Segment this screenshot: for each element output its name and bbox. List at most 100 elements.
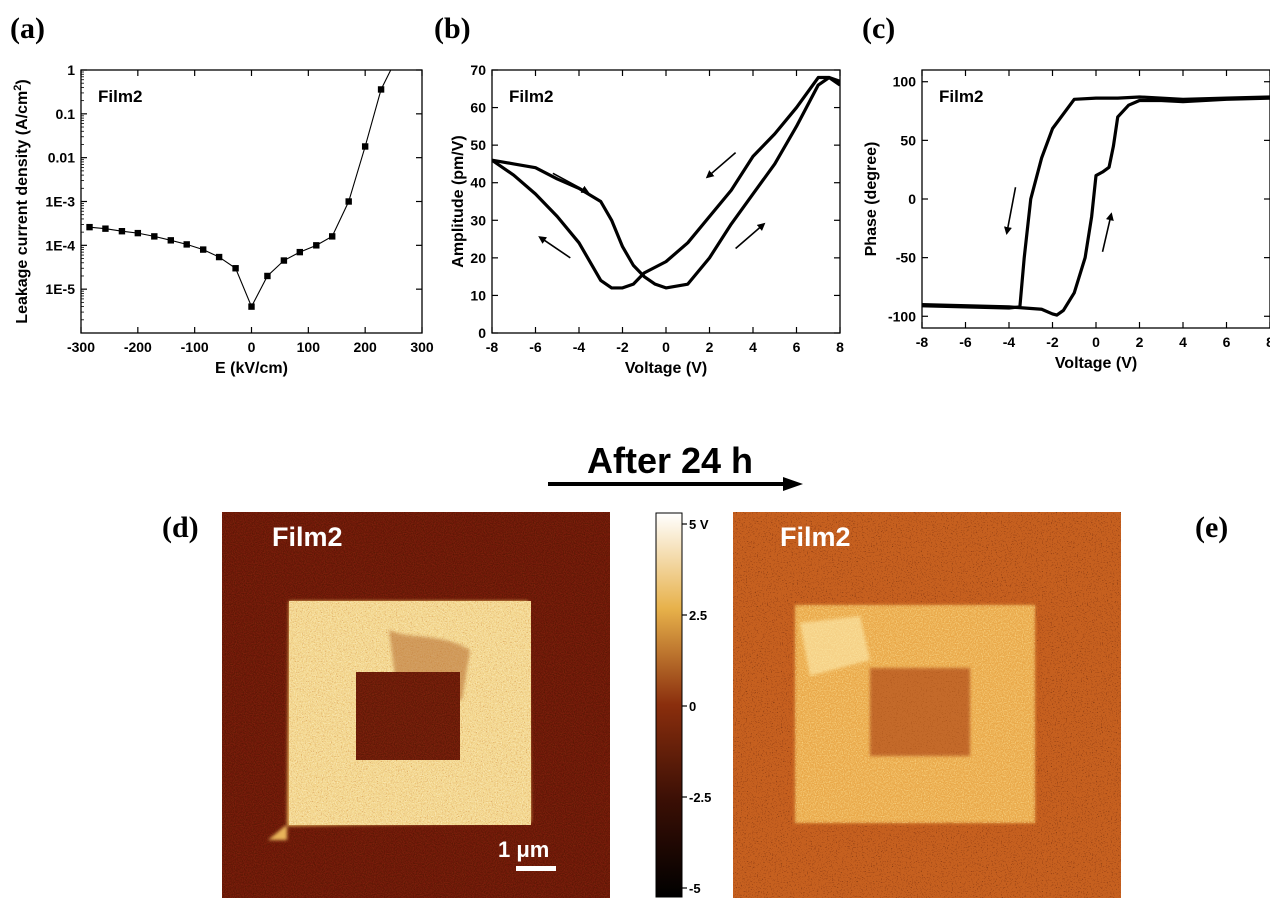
plot-frame — [80, 69, 423, 334]
pfm-map-e: Film2 — [733, 512, 1121, 898]
x-tick-label: -8 — [916, 334, 929, 350]
x-tick-label: 4 — [749, 339, 757, 355]
y-tick-label: 0.01 — [48, 150, 75, 166]
chart-c: -8 -6 -4 -2 0 2 4 6 8 -100 -50 0 50 100 Voltage (V) Pha… — [863, 69, 1270, 372]
sweep-arrow — [538, 236, 571, 259]
y-tick-label: -50 — [896, 250, 916, 266]
sweep-arrow — [1101, 212, 1114, 252]
leakage-point — [232, 265, 239, 272]
colorbar: 5 V 2.5 0 -2.5 -5 — [655, 512, 711, 898]
y-tick-label: 1 — [67, 62, 75, 78]
leakage-point — [183, 241, 190, 248]
y-tick-label: 40 — [470, 175, 486, 191]
film-annotation: Film2 — [509, 87, 553, 106]
x-tick-label: 0 — [1092, 334, 1100, 350]
panel-label-d: (d) — [162, 511, 199, 544]
sweep-arrow — [735, 222, 766, 250]
colorbar-ticks: 5 V 2.5 0 -2.5 -5 — [682, 517, 711, 896]
x-tick-label: -6 — [959, 334, 972, 350]
leakage-point — [345, 198, 352, 205]
leakage-point — [118, 228, 126, 235]
plot-frame — [921, 69, 1270, 329]
x-tick-label: -2 — [616, 339, 629, 355]
x-tick-label: 6 — [1223, 334, 1231, 350]
series-line-1 — [492, 75, 840, 290]
y-axis-label-end: ) — [14, 79, 31, 84]
x-tick-label: -4 — [573, 339, 586, 355]
scalebar-label: 1 μm — [498, 837, 549, 862]
x-tick-label: 300 — [410, 339, 434, 355]
y-tick-label: 1E-4 — [45, 237, 75, 253]
map-e-bright-patch — [800, 616, 870, 676]
y-tick-label: 20 — [470, 250, 486, 266]
sweep-arrow — [1004, 187, 1017, 235]
colorbar-gradient — [655, 512, 683, 898]
colorbar-tick-label: 0 — [689, 699, 696, 714]
series-line-2 — [492, 75, 840, 290]
film-annotation: Film2 — [939, 87, 983, 106]
y-tick-label: 70 — [470, 62, 486, 78]
x-tick-label: -6 — [529, 339, 542, 355]
leakage-point — [361, 143, 369, 150]
leakage-point — [264, 272, 271, 280]
leakage-point — [215, 253, 223, 261]
after-label: After 24 h — [587, 440, 753, 481]
x-tick-label: 4 — [1179, 334, 1187, 350]
panel-label-b: (b) — [434, 12, 471, 45]
map-e-inner-noise — [870, 668, 970, 756]
y-tick-label: 100 — [893, 74, 917, 90]
leakage-point — [199, 246, 207, 253]
x-tick-label: 0 — [248, 339, 256, 355]
leakage-point — [102, 225, 109, 232]
x-tick-label: 8 — [1266, 334, 1270, 350]
y-tick-label: 1E-3 — [45, 194, 75, 210]
y-tick-label: 1E-5 — [45, 281, 75, 297]
leakage-point — [313, 242, 320, 249]
x-tick-label: -4 — [1003, 334, 1016, 350]
colorbar-tick-label: -2.5 — [689, 790, 711, 805]
map-d-inner-noise — [356, 672, 460, 760]
panel-label-e: (e) — [1195, 511, 1228, 544]
colorbar-tick-label: 2.5 — [689, 608, 707, 623]
y-tick-label: 50 — [470, 137, 486, 153]
scalebar — [516, 866, 556, 871]
leakage-point — [280, 257, 288, 264]
y-axis-label: Amplitude (pm/V) — [450, 135, 467, 267]
x-tick-label: 0 — [662, 339, 670, 355]
film-annotation: Film2 — [98, 87, 142, 106]
chart-b: -8 -6 -4 -2 0 2 4 6 8 0 10 20 30 40 50 60 70 Voltage (V) A… — [450, 62, 844, 377]
y-axis-label: Leakage current density (A/cm2) — [12, 79, 31, 323]
y-axis-label-main: Leakage current density (A/cm — [14, 91, 31, 324]
y-tick-label: 50 — [900, 132, 916, 148]
x-tick-label: -2 — [1046, 334, 1059, 350]
series-line-1 — [922, 96, 1270, 317]
sweep-arrow — [705, 152, 737, 179]
leakage-point — [134, 229, 142, 237]
leakage-point — [248, 303, 255, 310]
x-tick-label: 2 — [1136, 334, 1144, 350]
chart-a: -300 -200 -100 0 100 200 300 1E-5 1E-4 1E-3 0.01 0.… — [12, 62, 434, 377]
y-tick-label: 30 — [470, 212, 486, 228]
leakage-point — [329, 233, 336, 240]
x-tick-label: 2 — [706, 339, 714, 355]
y-tick-label: -100 — [888, 308, 916, 324]
leakage-point — [167, 237, 174, 244]
map-e-annotation: Film2 — [780, 522, 851, 552]
x-tick-label: 200 — [353, 339, 377, 355]
x-tick-label: 6 — [793, 339, 801, 355]
leakage-point — [377, 86, 385, 93]
y-axis-label: Phase (degree) — [863, 142, 880, 257]
x-tick-label: 100 — [297, 339, 321, 355]
x-axis-label: Voltage (V) — [1055, 355, 1137, 372]
y-tick-label: 0.1 — [56, 106, 76, 122]
y-axis-label-sup: 2 — [12, 85, 24, 91]
x-tick-label: -300 — [67, 339, 95, 355]
x-tick-label: 8 — [836, 339, 844, 355]
leakage-point — [86, 223, 93, 231]
leakage-point — [151, 233, 158, 240]
x-tick-label: -100 — [181, 339, 209, 355]
map-d-annotation: Film2 — [272, 522, 343, 552]
y-tick-label: 60 — [470, 100, 486, 116]
pfm-map-d: Film2 1 μm — [222, 512, 610, 898]
